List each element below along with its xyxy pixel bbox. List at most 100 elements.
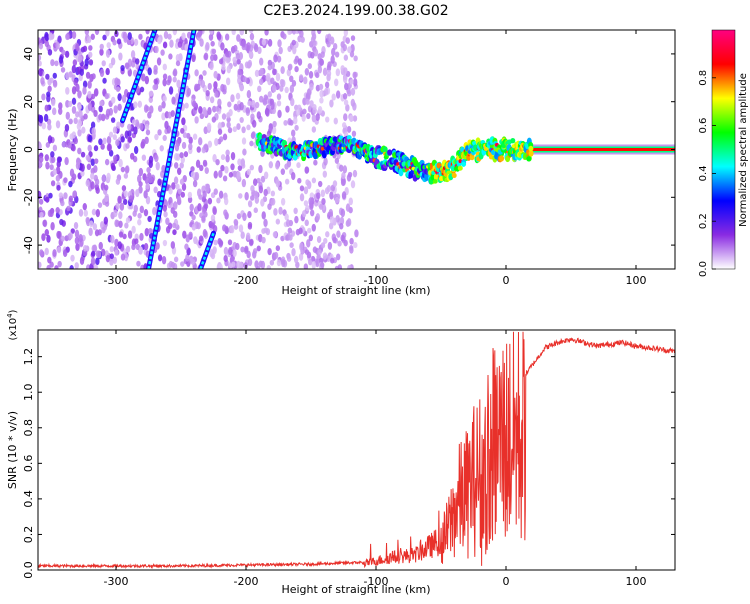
noise-cell [105,108,111,118]
noise-cell [194,69,199,77]
noise-cell [210,54,215,62]
y-tick-label: 0.4 [22,490,35,508]
signal-cell [473,144,479,151]
noise-cell [85,179,90,187]
noise-cell [311,223,316,232]
noise-cell [192,180,198,188]
noise-cell [260,260,266,269]
noise-cell [220,154,226,161]
noise-cell [317,249,322,256]
noise-cell [230,151,236,161]
noise-cell [282,33,287,40]
x-tick-label: -200 [234,274,259,287]
noise-cell [287,227,293,234]
noise-cell [75,43,80,52]
noise-cell [56,156,62,163]
noise-cell [161,100,166,109]
noise-cell [90,158,95,167]
noise-cell [352,115,358,122]
noise-cell [237,158,242,166]
noise-cell [349,50,355,58]
noise-cell [121,185,127,192]
noise-cell [217,98,222,107]
noise-cell [189,203,194,212]
noise-cell [70,228,75,234]
noise-cell [67,100,73,107]
noise-cell [80,169,85,177]
noise-cell [138,167,144,177]
noise-cell [252,248,258,255]
noise-cell [284,178,290,185]
noise-cell [203,143,209,151]
noise-cell [118,220,123,228]
noise-cell [237,165,243,171]
noise-cell [198,105,203,114]
noise-cell [334,78,339,87]
tail-core [532,148,675,151]
noise-cell [311,177,317,184]
noise-cell [212,105,217,113]
noise-cell [181,183,187,191]
noise-cell [322,252,328,260]
noise-cell [60,200,65,207]
noise-cell [103,216,109,225]
noise-cell [143,190,148,199]
noise-cell [44,33,50,42]
noise-cell [270,77,275,85]
noise-cell [125,143,130,149]
noise-cell [246,42,251,51]
noise-cell [294,215,299,224]
noise-cell [254,101,260,109]
noise-cell [257,85,262,93]
noise-cell [127,136,133,143]
noise-cell [213,239,218,246]
noise-cell [202,70,207,76]
noise-cell [40,76,45,85]
noise-cell [247,200,253,208]
noise-cell [308,71,314,79]
noise-cell [291,129,296,137]
noise-cell [77,129,82,137]
noise-cell [311,261,316,269]
noise-cell [293,255,299,264]
noise-cell [49,261,54,268]
noise-cell [153,78,158,85]
noise-cell [73,117,78,125]
noise-cell [209,249,214,258]
noise-cell [44,104,49,112]
noise-cell [190,166,195,172]
noise-cell [353,55,358,62]
colorbar-label: Normalized spectral amplitude [738,73,749,227]
noise-cell [328,222,334,230]
noise-cell [90,172,95,180]
noise-cell [239,101,244,111]
noise-cell [295,108,301,116]
spectrogram-y-label: Frequency (Hz) [6,109,19,192]
noise-cell [168,53,173,60]
noise-cell [259,67,264,77]
noise-cell [304,249,310,255]
noise-cell [113,209,118,218]
noise-cell [48,32,53,41]
noise-cell [349,114,354,123]
noise-cell [147,111,152,119]
noise-cell [38,42,44,50]
spectrogram-cells [38,30,675,269]
noise-cell [125,62,130,70]
noise-cell [233,218,238,225]
noise-cell [110,57,116,66]
noise-cell [199,38,204,47]
noise-cell [143,209,149,217]
noise-cell [352,71,357,79]
noise-cell [229,225,235,234]
noise-cell [44,154,49,162]
noise-cell [241,126,246,134]
noise-cell [137,212,142,219]
colorbar-tick-label: 0.0 [698,261,709,277]
noise-cell [132,210,137,217]
signal-cell [528,150,534,157]
noise-cell [118,52,123,61]
noise-cell [218,169,223,178]
noise-cell [313,159,318,166]
